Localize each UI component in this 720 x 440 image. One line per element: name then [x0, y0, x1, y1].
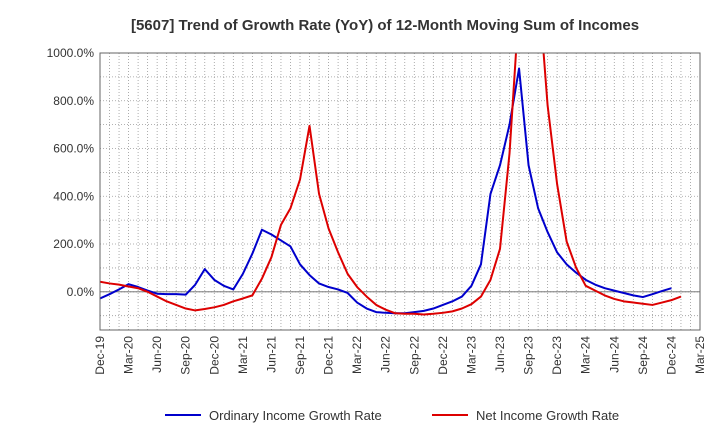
x-tick-label: Sep-23 [522, 336, 536, 375]
x-tick-label: Mar-25 [693, 336, 707, 374]
x-tick-label: Dec-19 [93, 336, 107, 375]
x-tick-label: Dec-20 [207, 336, 221, 375]
y-tick-label: 400.0% [53, 189, 94, 203]
y-tick-label: 0.0% [67, 285, 95, 299]
y-axis: 1000.0% 800.0% 600.0% 400.0% 200.0% 0.0% [47, 46, 95, 299]
x-tick-label: Sep-24 [636, 336, 650, 375]
x-tick-label: Sep-20 [179, 336, 193, 375]
x-tick-label: Jun-22 [379, 336, 393, 373]
x-tick-label: Jun-24 [607, 336, 621, 373]
series-group [100, 53, 682, 316]
y-tick-label: 800.0% [53, 94, 94, 108]
x-tick-label: Mar-23 [464, 336, 478, 374]
plot-area [100, 53, 700, 330]
series-line-ordinary-income [100, 67, 672, 315]
legend: Ordinary Income Growth Rate Net Income Gr… [165, 408, 619, 423]
x-tick-label: Dec-24 [664, 336, 678, 375]
x-tick-label: Dec-23 [550, 336, 564, 375]
y-tick-label: 600.0% [53, 142, 94, 156]
y-tick-label: 1000.0% [47, 46, 95, 60]
plot-frame [99, 52, 701, 331]
x-axis: Dec-19 Mar-20 Jun-20 Sep-20 Dec-20 Mar-21 Jun-… [93, 336, 707, 375]
x-tick-label: Dec-21 [322, 336, 336, 375]
x-tick-label: Sep-21 [293, 336, 307, 375]
series-line-net-income [100, 53, 682, 316]
x-tick-label: Dec-22 [436, 336, 450, 375]
legend-label: Net Income Growth Rate [476, 408, 619, 423]
x-tick-label: Jun-20 [150, 336, 164, 373]
legend-label: Ordinary Income Growth Rate [209, 408, 382, 423]
y-tick-label: 200.0% [53, 237, 94, 251]
x-tick-label: Mar-24 [579, 336, 593, 374]
x-tick-label: Sep-22 [407, 336, 421, 375]
x-tick-label: Jun-23 [493, 336, 507, 373]
x-tick-label: Mar-22 [350, 336, 364, 374]
chart-title: [5607] Trend of Growth Rate (YoY) of 12-… [131, 17, 639, 34]
x-tick-label: Jun-21 [264, 336, 278, 373]
x-tick-label: Mar-20 [122, 336, 136, 374]
x-tick-label: Mar-21 [236, 336, 250, 374]
